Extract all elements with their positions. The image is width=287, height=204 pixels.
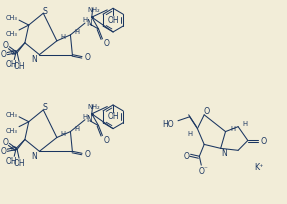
Text: H: H	[82, 113, 88, 119]
Text: O: O	[103, 135, 109, 144]
Text: N: N	[32, 55, 37, 64]
Text: O: O	[1, 146, 7, 155]
Text: O: O	[198, 166, 204, 175]
Text: O: O	[184, 151, 190, 160]
Text: O: O	[1, 50, 7, 59]
Text: H: H	[74, 29, 79, 35]
Text: OH: OH	[13, 62, 25, 71]
Text: CH₃: CH₃	[6, 15, 18, 21]
Text: N: N	[32, 151, 37, 160]
Text: S: S	[43, 103, 48, 112]
Text: NH₂: NH₂	[87, 7, 100, 13]
Text: N: N	[86, 19, 92, 28]
Text: N: N	[222, 148, 227, 157]
Text: O: O	[85, 149, 91, 158]
Text: H: H	[230, 125, 235, 131]
Text: NH₂: NH₂	[87, 103, 100, 109]
Text: CH₃: CH₃	[6, 111, 18, 117]
Text: OH: OH	[5, 60, 17, 69]
Text: H: H	[188, 130, 193, 136]
Text: H: H	[242, 120, 247, 126]
Text: OH: OH	[13, 158, 25, 167]
Text: OH: OH	[107, 112, 119, 121]
Text: O: O	[103, 39, 109, 48]
Text: S: S	[43, 7, 48, 16]
Text: O: O	[204, 107, 210, 116]
Text: H: H	[61, 130, 66, 136]
Text: H: H	[61, 34, 66, 40]
Text: O: O	[3, 137, 8, 146]
Text: O: O	[10, 146, 16, 152]
Text: H: H	[74, 125, 79, 131]
Text: O: O	[10, 49, 16, 55]
Text: O: O	[85, 53, 91, 62]
Text: O: O	[260, 136, 266, 145]
Text: OH: OH	[5, 156, 17, 165]
Text: HO: HO	[162, 120, 174, 129]
Text: K⁺: K⁺	[255, 162, 264, 171]
Text: ⁻: ⁻	[203, 165, 207, 171]
Text: O: O	[3, 41, 8, 50]
Text: CH₃: CH₃	[6, 127, 18, 133]
Text: CH₃: CH₃	[6, 31, 18, 37]
Text: OH: OH	[107, 16, 119, 24]
Text: N: N	[86, 115, 92, 124]
Text: H: H	[82, 17, 88, 23]
